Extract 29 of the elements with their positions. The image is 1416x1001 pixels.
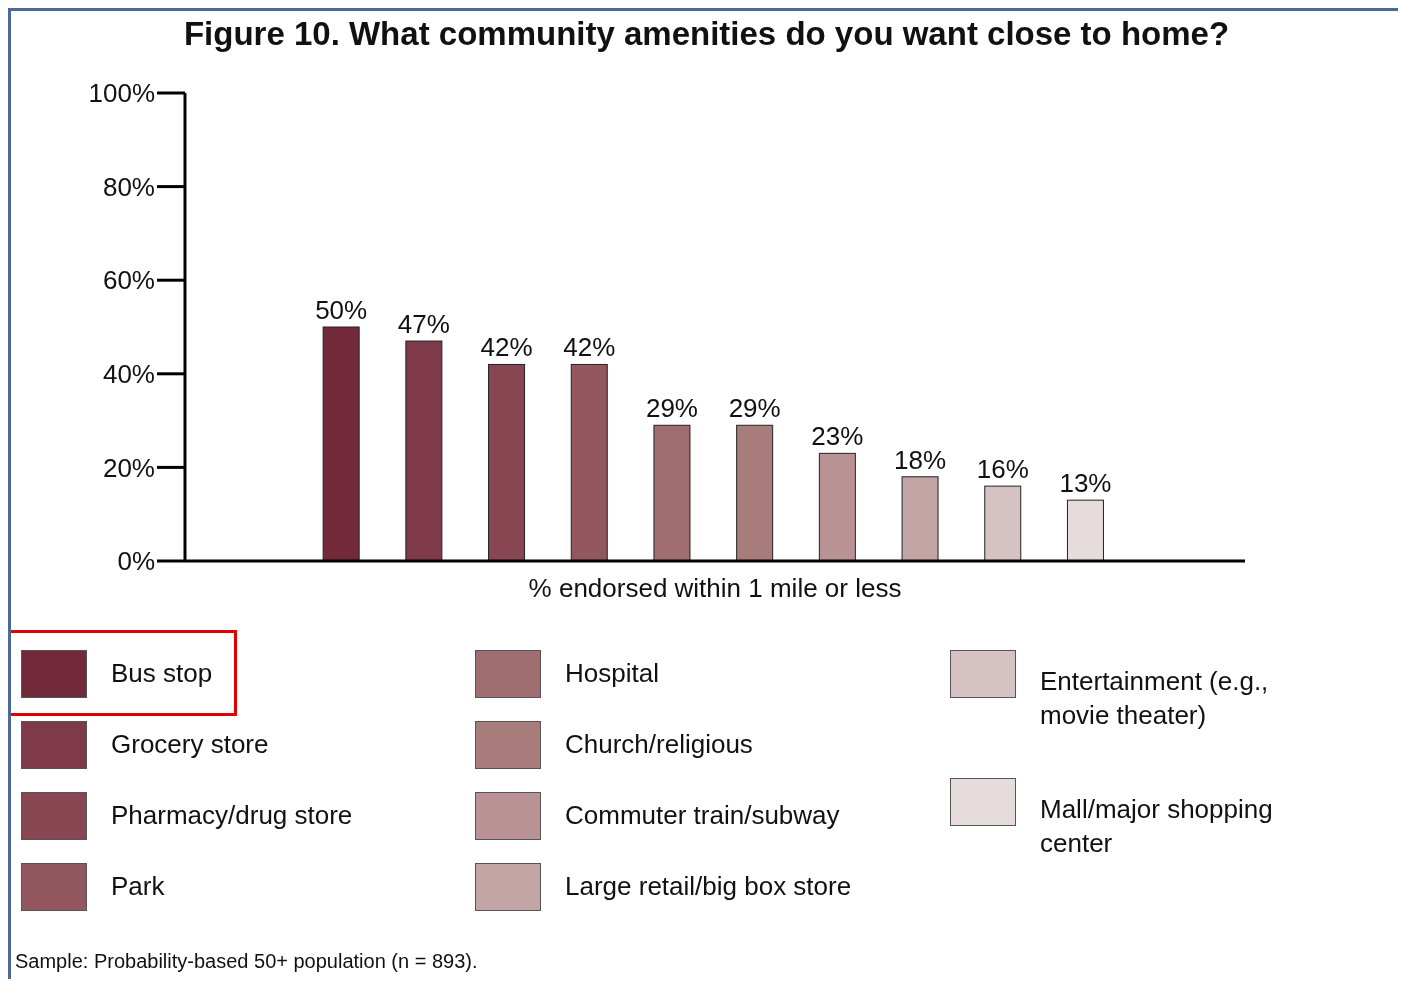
legend-label: Bus stop xyxy=(111,657,214,690)
legend-label: Park xyxy=(111,870,166,903)
x-axis-title: % endorsed within 1 mile or less xyxy=(527,573,903,604)
data-label: 18% xyxy=(894,444,947,475)
data-label: 42% xyxy=(480,332,533,363)
y-tick-label: 80% xyxy=(102,171,155,202)
data-label: 23% xyxy=(811,421,864,452)
y-tick-label: 100% xyxy=(88,78,155,109)
data-label: 16% xyxy=(976,454,1029,485)
legend-label: Pharmacy/drug store xyxy=(111,799,354,832)
legend-label: Commuter train/subway xyxy=(565,799,841,832)
data-label: 29% xyxy=(645,393,698,424)
y-tick-label: 20% xyxy=(102,452,155,483)
legend-label: Entertainment (e.g., movie theater) xyxy=(1040,665,1270,732)
legend-label: Grocery store xyxy=(111,728,270,761)
data-label: 13% xyxy=(1059,468,1112,499)
text: Sample: Probability-based 50+ population (n = 893). xyxy=(15,950,479,974)
y-tick-label: 0% xyxy=(117,546,155,577)
data-label: 42% xyxy=(563,332,616,363)
legend-label: Large retail/big box store xyxy=(565,870,853,903)
legend-label: Mall/major shopping center xyxy=(1040,793,1274,860)
data-label: 29% xyxy=(728,393,781,424)
legend-label: Hospital xyxy=(565,657,660,690)
data-label: 47% xyxy=(397,309,450,340)
legend-label: Church/religious xyxy=(565,728,754,761)
y-tick-label: 60% xyxy=(102,265,155,296)
chart-title: Figure 10. What community amenities do you want close to home? xyxy=(182,15,1231,53)
y-tick-label: 40% xyxy=(102,359,155,390)
data-label: 50% xyxy=(315,295,368,325)
